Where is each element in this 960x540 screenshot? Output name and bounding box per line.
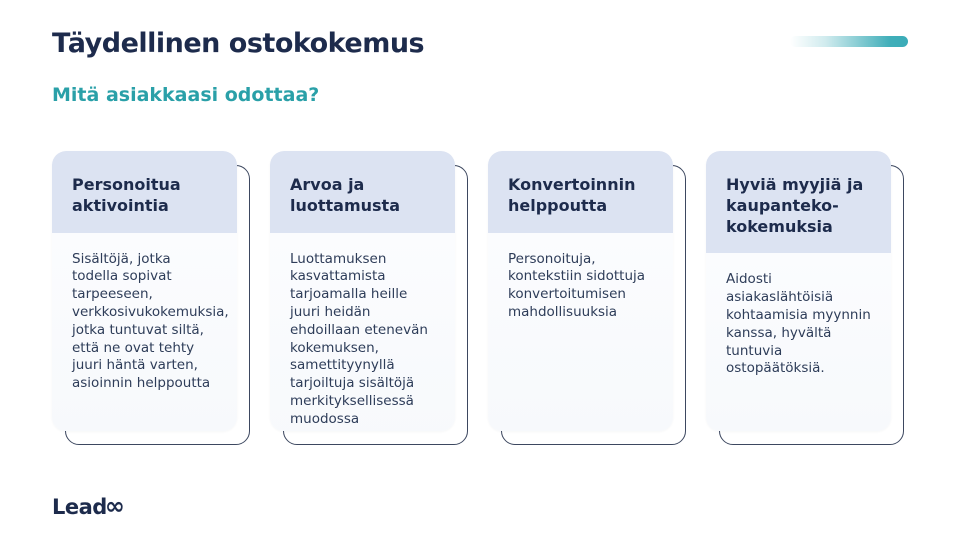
card-body: Sisältöjä, jotka todella sopivat tarpees…: [52, 232, 237, 431]
card-arvoa-ja-luottamusta: Arvoa ja luottamusta Luottamuksen kasvat…: [270, 151, 468, 445]
card-text: Sisältöjä, jotka todella sopivat tarpees…: [72, 250, 229, 392]
leadoo-logo-text: Lead: [52, 495, 107, 519]
card-body: Luottamuksen kasvattamista tarjoamalla h…: [270, 232, 455, 431]
card-text: Luottamuksen kasvattamista tarjoamalla h…: [290, 250, 428, 427]
card-header: Hyviä myyjiä ja kaupanteko-kokemuksia: [706, 151, 891, 254]
leadoo-logo: Lead ∞: [52, 492, 125, 521]
infinity-icon: ∞: [104, 492, 125, 521]
card-heading: Arvoa ja luottamusta: [290, 175, 400, 215]
card-konvertoinnin-helppoutta: Konvertoinnin helppoutta Personoituja, k…: [488, 151, 686, 445]
page-subtitle: Mitä asiakkaasi odottaa?: [52, 84, 320, 106]
card: Personoitua aktivointia Sisältöjä, jotka…: [52, 151, 237, 431]
card-text: Personoituja, kontekstiin sidottuja konv…: [508, 250, 646, 321]
card-body: Aidosti asiakaslähtöisiä kohtaamisia myy…: [706, 253, 891, 431]
card-hyvia-myyjia: Hyviä myyjiä ja kaupanteko-kokemuksia Ai…: [706, 151, 904, 445]
card: Hyviä myyjiä ja kaupanteko-kokemuksia Ai…: [706, 151, 891, 431]
card-heading: Konvertoinnin helppoutta: [508, 175, 636, 215]
card-personoitua-aktivointia: Personoitua aktivointia Sisältöjä, jotka…: [52, 151, 250, 445]
card-header: Personoitua aktivointia: [52, 151, 237, 233]
page-title: Täydellinen ostokokemus: [52, 28, 425, 59]
card-header: Konvertoinnin helppoutta: [488, 151, 673, 233]
card-heading: Hyviä myyjiä ja kaupanteko-kokemuksia: [726, 175, 864, 236]
cards-row: Personoitua aktivointia Sisältöjä, jotka…: [52, 151, 904, 445]
card-heading: Personoitua aktivointia: [72, 175, 181, 215]
card-header: Arvoa ja luottamusta: [270, 151, 455, 233]
card: Konvertoinnin helppoutta Personoituja, k…: [488, 151, 673, 431]
card: Arvoa ja luottamusta Luottamuksen kasvat…: [270, 151, 455, 431]
card-text: Aidosti asiakaslähtöisiä kohtaamisia myy…: [726, 271, 871, 377]
card-body: Personoituja, kontekstiin sidottuja konv…: [488, 232, 673, 431]
accent-gradient-bar: [790, 36, 908, 47]
